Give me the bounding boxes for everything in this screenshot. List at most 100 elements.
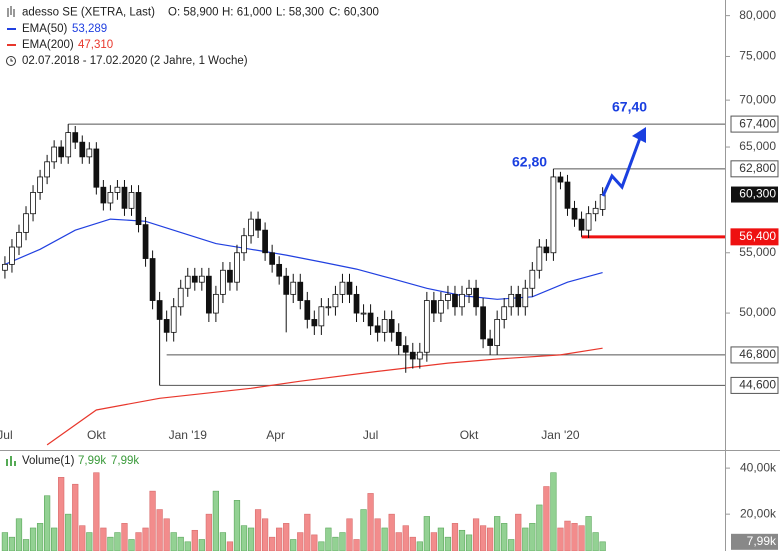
volume-bar [135,532,142,551]
x-tick-label: Okt [460,428,479,442]
volume-bar [86,532,93,551]
candle-body [128,192,135,209]
price-plot: Jul Okt Jan '19 Apr Jul Okt Jan '20 [0,123,725,446]
candle-body [72,132,79,143]
candle-body [304,300,311,320]
candle-body [30,192,36,215]
candle-body [86,148,93,158]
candle-body [466,287,472,295]
level-label-box [730,228,779,246]
legend-label: EMA(50) [22,23,68,35]
x-tick-label: Jan '20 [541,428,580,442]
candle-body [276,263,283,277]
candle-body [262,229,268,254]
volume-bar [578,525,585,551]
volume-bar [121,523,128,551]
candle-body [107,192,114,204]
last-price-label: 60,300 [739,187,776,201]
x-tick-label: Jan '19 [169,428,208,442]
volume-bar [564,520,571,551]
candle-body [522,287,529,308]
candle-body [501,306,508,320]
candle-body [198,275,205,283]
volume-bar [451,523,459,551]
candle-body [416,351,423,360]
candle-body [360,312,367,315]
volume-bar [479,525,487,551]
x-tick-label: Okt [87,428,106,442]
x-tick-label: Apr [266,428,285,442]
candle-body [65,132,72,158]
level-label: 62,800 [739,161,776,175]
y-tick-label: 55,000 [739,245,776,259]
candle-body [297,281,304,301]
volume-bar [318,541,325,551]
candle-body [79,141,86,158]
ohlc-open: O: 58,900 [168,7,219,19]
volume-label: Volume(1) [22,455,75,467]
period: (2 Jahre, 1 Woche) [150,55,248,67]
volume-bar [254,509,262,551]
candle-body [599,194,606,210]
x-tick-label: Jul [363,428,378,442]
volume-bar [367,493,374,551]
volume-bar [149,490,156,551]
candle-body [487,338,493,346]
candle-body [395,331,402,346]
volume-bar [191,529,198,551]
volume-bar [79,525,86,551]
volume-bar [353,539,360,551]
candle-body [423,300,430,353]
volume-bar [93,472,100,551]
ohlc-low: L: 58,300 [276,7,324,19]
candle-body [93,148,100,188]
level-label-box [730,346,779,364]
candle-body [592,207,599,215]
candle-body [332,293,339,308]
candle-body [163,319,170,333]
candle-body [191,275,198,283]
volume-last-label: 7,99k [747,534,777,548]
volume-bar [543,486,550,551]
volume-bar [65,513,72,551]
volume-bar [283,523,290,551]
projection-arrow [601,137,642,197]
volume-bar [599,541,606,551]
volume-bar [592,532,599,551]
volume-bar [388,513,395,551]
candle-body [311,319,318,327]
y-tick-label: 50,000 [739,305,776,319]
vol-tick-label: 20,00k [740,506,777,520]
candle-body [58,146,65,158]
candle-body [234,252,240,283]
volume-bar [51,527,58,551]
annotation: 67,40 [612,99,647,115]
candle-body [142,224,149,259]
volume-bar [536,504,543,551]
arrow-head [632,127,646,143]
volume-bar [247,527,255,551]
volume-bar [465,534,473,551]
volume-bar [487,527,494,551]
volume-bar [297,532,304,551]
volume-bar [107,536,114,551]
volume-bar [1,532,9,551]
level-label: 46,800 [739,347,776,361]
volume-bar [571,523,578,551]
candle-body [177,287,184,308]
candle-body [459,293,465,308]
volume-bar [416,541,423,551]
volume-bar [444,536,452,551]
date-range: 02.07.2018 - 17.02.2020 [22,55,147,67]
candle-body [339,281,346,295]
candle-body [220,269,226,295]
volume-bar [585,516,592,551]
volume-bar [304,513,311,551]
volume-bar [44,495,51,551]
volume-bar [128,539,135,551]
volume-bar [515,513,522,551]
volume-bar [261,518,269,551]
volume-bar [557,527,564,551]
y-tick-label: 70,000 [739,92,776,106]
header: adesso SE (XETRA, Last) O: 58,900 H: 61,… [0,2,379,68]
